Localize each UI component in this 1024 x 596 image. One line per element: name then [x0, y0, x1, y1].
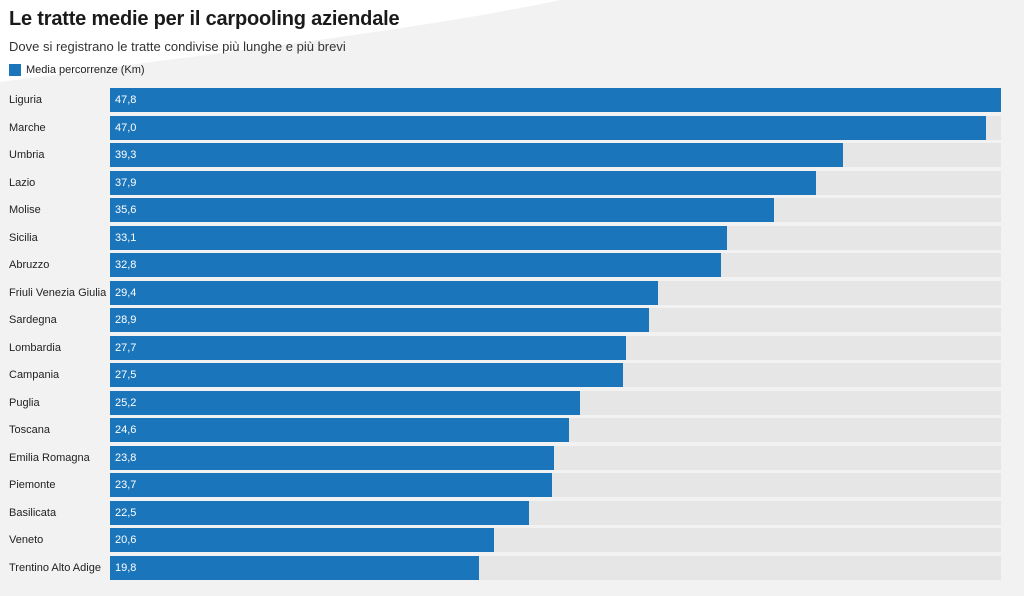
bar-track: 47,8	[110, 88, 1001, 112]
bar-row: Piemonte 23,7	[0, 473, 1024, 501]
bar-value-label: 20,6	[115, 534, 137, 546]
bar-track: 39,3	[110, 143, 1001, 167]
category-label: Liguria	[9, 94, 43, 106]
bar: 27,5	[110, 363, 623, 387]
bar-row: Puglia 25,2	[0, 390, 1024, 419]
bar-value-label: 23,8	[115, 451, 137, 464]
category-label: Trentino Alto Adige	[9, 561, 101, 574]
bar: 20,6	[110, 528, 494, 552]
bar: 25,2	[110, 390, 580, 415]
category-label: Umbria	[9, 149, 45, 161]
category-label: Abruzzo	[9, 259, 50, 271]
category-label: Lazio	[9, 176, 36, 189]
bar-track: 20,6	[110, 528, 1001, 552]
category-label: Lombardia	[9, 341, 61, 354]
bar-value-label: 35,6	[115, 204, 137, 216]
bar-row: Lombardia 27,7	[0, 335, 1024, 364]
bar-row: Emilia Romagna 23,8	[0, 445, 1024, 474]
bar-row: Marche 47,0	[0, 115, 1024, 144]
bar: 29,4	[110, 280, 658, 305]
bar: 24,6	[110, 418, 569, 442]
bar: 35,6	[110, 198, 774, 222]
bar-value-label: 19,8	[115, 561, 137, 574]
bar-track: 32,8	[110, 253, 1001, 277]
bar: 28,9	[110, 308, 649, 332]
bar: 27,7	[110, 335, 626, 360]
bar-row: Sicilia 33,1	[0, 225, 1024, 254]
category-label: Campania	[9, 369, 60, 381]
legend-label: Media percorrenze (Km)	[26, 64, 145, 76]
bar-value-label: 29,4	[115, 286, 137, 299]
bar-track: 37,9	[110, 170, 1001, 195]
chart-subtitle: Dove si registrano le tratte condivise p…	[9, 39, 346, 54]
bar-chart: Liguria 47,8 Marche 47,0 Umbria 39,3 Lazio 37,9…	[0, 88, 1024, 583]
bar-track: 28,9	[110, 308, 1001, 332]
bar-row: Sardegna 28,9	[0, 308, 1024, 336]
bar: 22,5	[110, 500, 529, 525]
bar: 39,3	[110, 143, 843, 167]
category-label: Sicilia	[9, 231, 38, 244]
bar-value-label: 32,8	[115, 259, 137, 271]
category-label: Sardegna	[9, 314, 57, 326]
bar-track: 19,8	[110, 555, 1001, 580]
bar: 47,8	[110, 88, 1001, 112]
bar-value-label: 23,7	[115, 479, 137, 491]
bar-value-label: 37,9	[115, 176, 137, 189]
bar-track: 29,4	[110, 280, 1001, 305]
bar-row: Lazio 37,9	[0, 170, 1024, 199]
bar-value-label: 47,8	[115, 94, 137, 106]
category-label: Piemonte	[9, 479, 56, 491]
bar-row: Liguria 47,8	[0, 88, 1024, 116]
bar: 23,8	[110, 445, 554, 470]
bar-value-label: 28,9	[115, 314, 137, 326]
category-label: Veneto	[9, 534, 44, 546]
bar-track: 47,0	[110, 115, 1001, 140]
bar-row: Toscana 24,6	[0, 418, 1024, 446]
bar-value-label: 33,1	[115, 231, 137, 244]
bar-value-label: 25,2	[115, 396, 137, 409]
bar: 37,9	[110, 170, 816, 195]
bar-value-label: 27,7	[115, 341, 137, 354]
bar-row: Basilicata 22,5	[0, 500, 1024, 529]
bar-track: 22,5	[110, 500, 1001, 525]
bar-row: Abruzzo 32,8	[0, 253, 1024, 281]
category-label: Emilia Romagna	[9, 451, 90, 464]
category-label: Molise	[9, 204, 41, 216]
bar: 32,8	[110, 253, 721, 277]
category-label: Basilicata	[9, 506, 57, 519]
bar-row: Umbria 39,3	[0, 143, 1024, 171]
chart-title: Le tratte medie per il carpooling aziend…	[9, 8, 400, 30]
bar: 47,0	[110, 115, 986, 140]
bar-row: Trentino Alto Adige 19,8	[0, 555, 1024, 584]
bar-track: 25,2	[110, 390, 1001, 415]
legend-swatch	[9, 64, 21, 76]
bar-value-label: 24,6	[115, 424, 137, 436]
bar-value-label: 22,5	[115, 506, 137, 519]
bar-track: 27,5	[110, 363, 1001, 387]
bar-track: 23,8	[110, 445, 1001, 470]
bar-track: 27,7	[110, 335, 1001, 360]
chart-legend: Media percorrenze (Km)	[9, 64, 145, 76]
bar-track: 23,7	[110, 473, 1001, 497]
bar: 33,1	[110, 225, 727, 250]
bar-track: 24,6	[110, 418, 1001, 442]
bar-row: Molise 35,6	[0, 198, 1024, 226]
category-label: Friuli Venezia Giulia	[9, 286, 107, 299]
bar: 23,7	[110, 473, 552, 497]
bar-value-label: 39,3	[115, 149, 137, 161]
bar-track: 35,6	[110, 198, 1001, 222]
category-label: Toscana	[9, 424, 50, 436]
category-label: Puglia	[9, 396, 40, 409]
bar-value-label: 47,0	[115, 121, 137, 134]
bar-row: Veneto 20,6	[0, 528, 1024, 556]
bar-row: Friuli Venezia Giulia 29,4	[0, 280, 1024, 309]
bar: 19,8	[110, 555, 479, 580]
bar-row: Campania 27,5	[0, 363, 1024, 391]
bar-track: 33,1	[110, 225, 1001, 250]
category-label: Marche	[9, 121, 46, 134]
bar-value-label: 27,5	[115, 369, 137, 381]
